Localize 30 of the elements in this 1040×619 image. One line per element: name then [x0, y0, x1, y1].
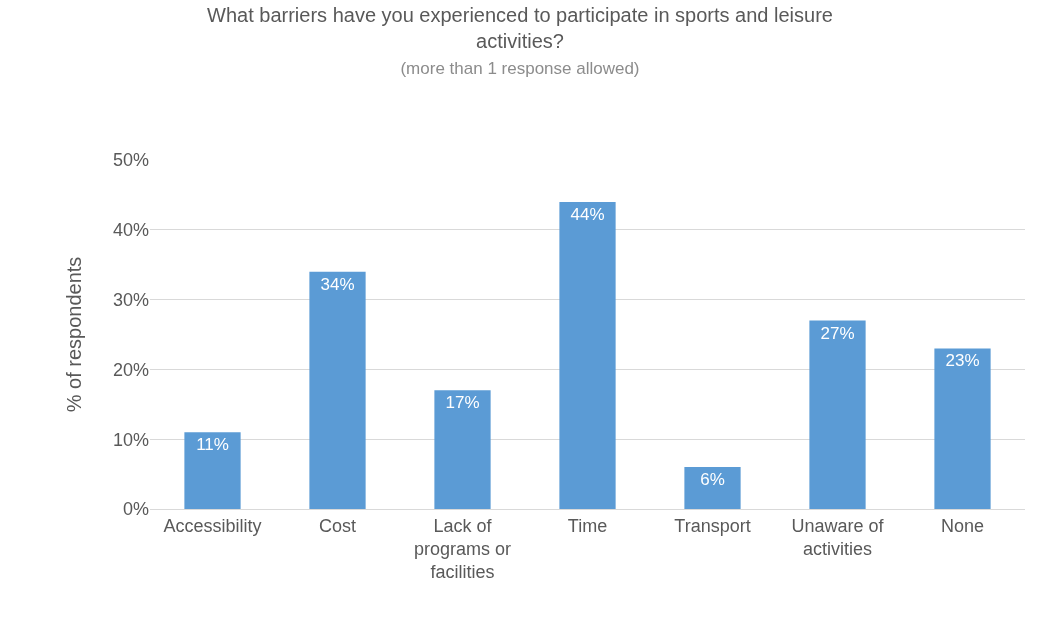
data-label: 44% [570, 204, 605, 224]
x-tick-label: Cost [318, 515, 357, 536]
y-tick-label: 30% [112, 289, 149, 310]
y-tick-label: 20% [112, 359, 149, 380]
data-label: 11% [196, 435, 229, 455]
data-label: 6% [700, 470, 725, 490]
data-label: 17% [445, 393, 480, 413]
data-label: 23% [945, 351, 980, 371]
x-tick-label: Accessibility [163, 515, 262, 536]
bar [434, 390, 491, 509]
x-tick-label: Unaware of activities [791, 515, 885, 559]
data-label: 27% [820, 323, 855, 343]
bar [309, 271, 366, 509]
chart-title: What barriers have you experienced to participate in sports and leisure activities? [207, 3, 833, 52]
y-tick-label: 10% [112, 429, 149, 450]
bar [684, 467, 741, 509]
x-tick-label: None [940, 515, 985, 536]
y-tick-label: 40% [112, 220, 149, 241]
bar [184, 432, 241, 509]
data-label: 34% [320, 274, 355, 294]
y-axis-title: % of respondents [63, 256, 86, 413]
bar [934, 348, 991, 509]
chart-subtitle: (more than 1 response allowed) [400, 58, 640, 78]
x-tick-label: Transport [674, 515, 751, 536]
bar [809, 320, 866, 509]
y-tick-label: 50% [112, 150, 149, 171]
x-tick-label: Lack of programs or facilities [413, 515, 512, 583]
bar [559, 201, 616, 509]
y-tick-label: 0% [122, 499, 149, 520]
x-tick-label: Time [567, 515, 608, 536]
